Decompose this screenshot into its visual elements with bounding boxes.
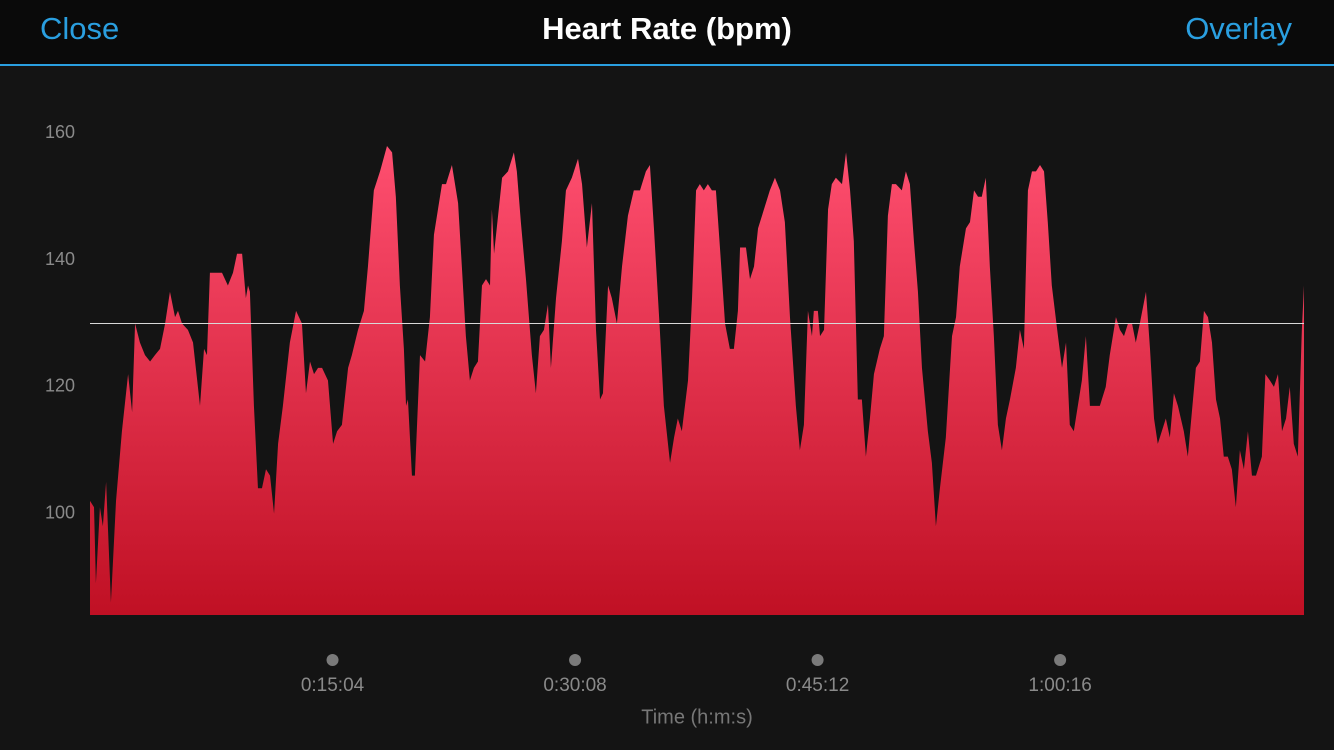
overlay-button[interactable]: Overlay [1185, 11, 1292, 46]
y-tick-label: 100 [45, 502, 75, 522]
y-tick-label: 120 [45, 376, 75, 396]
x-tick-dot [811, 654, 824, 666]
close-button[interactable]: Close [40, 11, 119, 46]
screen-title: Heart Rate (bpm) [542, 11, 792, 46]
x-tick-label: 0:15:04 [301, 675, 365, 696]
x-tick-dot [1054, 654, 1067, 666]
x-axis-label: Time (h:m:s) [641, 706, 752, 728]
top-bar [0, 0, 1334, 65]
y-tick-label: 140 [45, 249, 75, 269]
heart-rate-area [90, 146, 1304, 615]
x-tick-dot [569, 654, 582, 666]
chart: 100 120 140 160 0:15:04 0:30:08 0:45:12 1:00:16 [45, 122, 1304, 696]
x-tick-dot [326, 654, 339, 666]
x-tick-label: 0:45:12 [786, 675, 849, 696]
y-tick-label: 160 [45, 122, 75, 142]
x-tick-label: 0:30:08 [543, 675, 606, 696]
x-tick-label: 1:00:16 [1028, 675, 1091, 696]
